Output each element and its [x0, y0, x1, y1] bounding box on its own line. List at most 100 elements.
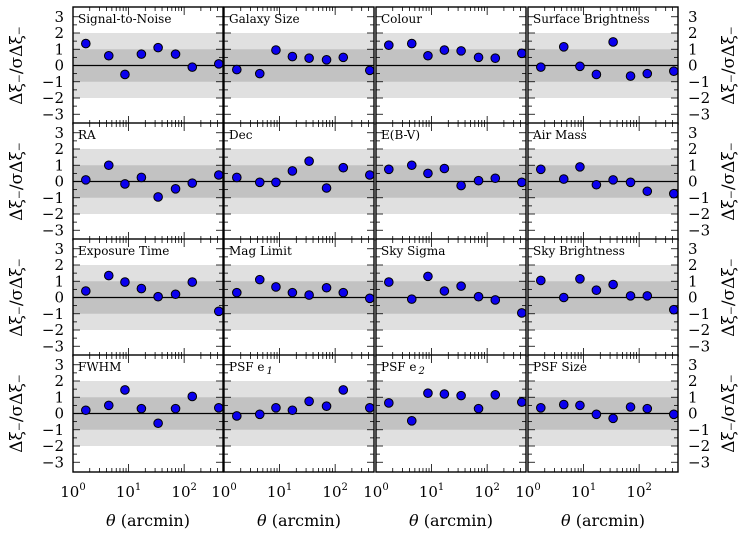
- y-tick-label: 1: [54, 388, 64, 406]
- y-tick-label: −3: [688, 221, 710, 239]
- y-tick-label: 0: [688, 289, 698, 307]
- data-point: [170, 184, 181, 194]
- data-point: [364, 293, 375, 304]
- y-tick-label: 2: [688, 372, 698, 390]
- data-point: [406, 294, 417, 304]
- data-point: [338, 287, 349, 298]
- data-point: [232, 411, 242, 421]
- data-point: [625, 71, 636, 81]
- x-tick-base: 10: [171, 483, 190, 501]
- panel-title: Surface Brightness: [533, 12, 650, 26]
- y-tick-label: 2: [688, 140, 698, 158]
- data-point: [608, 37, 618, 47]
- y-axis-label: Δξ₋/σΔξ₋: [7, 258, 27, 337]
- data-point: [364, 65, 375, 76]
- y-axis-label: Δξ₋/σΔξ₋: [719, 374, 739, 453]
- y-tick-label: 0: [688, 57, 698, 75]
- data-point: [591, 285, 602, 295]
- y-tick-label: 0: [688, 405, 698, 423]
- data-point: [536, 275, 546, 286]
- y-axis-label: Δξ₋/σΔξ₋: [7, 26, 27, 105]
- data-point: [187, 178, 198, 188]
- data-point: [473, 175, 484, 186]
- y-tick-label: 2: [54, 24, 64, 42]
- x-tick-label: 100: [515, 482, 540, 501]
- data-point: [384, 164, 394, 175]
- y-axis-label: Δξ₋/σΔξ₋: [719, 142, 739, 221]
- y-tick-label: −3: [42, 221, 64, 239]
- data-point: [439, 163, 450, 174]
- x-tick-base: 10: [571, 483, 590, 501]
- x-tick-label: 101: [267, 482, 292, 501]
- data-point: [423, 50, 433, 61]
- y-axis-label: Δξ₋/σΔξ₋: [7, 142, 27, 221]
- x-axis-unit: (arcmin): [571, 511, 645, 530]
- data-point: [81, 286, 91, 296]
- panel-frame: [527, 354, 679, 473]
- data-point: [490, 390, 501, 400]
- x-tick-exponent: 2: [191, 482, 197, 493]
- data-point: [575, 400, 585, 411]
- data-point: [321, 401, 332, 411]
- data-point: [423, 388, 433, 398]
- y-tick-label: −1: [42, 73, 64, 91]
- y-tick-label: 2: [54, 372, 64, 390]
- data-point: [625, 177, 636, 188]
- data-point: [384, 40, 394, 50]
- x-tick-exponent: 2: [342, 482, 348, 493]
- data-point: [608, 279, 618, 290]
- panel-title: PSF Size: [533, 360, 587, 374]
- y-tick-label: −2: [688, 437, 710, 455]
- y-tick-label: 0: [54, 405, 64, 423]
- data-point: [642, 68, 653, 79]
- x-tick-exponent: 0: [534, 482, 540, 493]
- y-tick-label: 3: [688, 8, 698, 26]
- data-point: [232, 287, 242, 298]
- x-axis-label: θ (arcmin): [106, 511, 190, 530]
- data-point: [668, 304, 679, 315]
- data-point: [338, 162, 349, 173]
- data-point: [364, 403, 375, 413]
- panel: Exposure Time: [72, 238, 224, 357]
- x-tick-label: 100: [60, 482, 85, 501]
- panel-frame: [72, 354, 224, 473]
- data-point: [668, 409, 679, 420]
- x-tick-label: 102: [171, 482, 196, 501]
- x-axis-symbol: θ: [106, 511, 116, 530]
- panel: RA: [72, 122, 224, 241]
- data-point: [120, 69, 130, 80]
- data-point: [575, 274, 585, 284]
- x-tick-base: 10: [515, 483, 534, 501]
- y-tick-label: −1: [42, 421, 64, 439]
- panel: Dec: [223, 122, 375, 241]
- data-point: [321, 55, 332, 65]
- x-tick-label: 100: [211, 482, 236, 501]
- data-point: [321, 282, 332, 293]
- data-point: [232, 64, 242, 75]
- data-point: [304, 290, 314, 300]
- data-point: [254, 68, 265, 79]
- data-point: [439, 389, 450, 399]
- y-tick-label: 0: [54, 57, 64, 75]
- data-point: [516, 48, 527, 59]
- data-point: [591, 179, 602, 190]
- data-point: [287, 287, 298, 298]
- panel: FWHM: [72, 354, 224, 473]
- x-axis-unit: (arcmin): [116, 511, 190, 530]
- y-tick-label: −1: [688, 73, 710, 91]
- data-point: [271, 45, 281, 55]
- y-tick-label: −1: [688, 189, 710, 207]
- data-point: [213, 170, 224, 180]
- y-tick-label: −2: [42, 321, 64, 339]
- y-tick-label: 1: [54, 156, 64, 174]
- x-tick-base: 10: [60, 483, 79, 501]
- x-tick-base: 10: [419, 483, 438, 501]
- data-point: [456, 46, 466, 56]
- y-tick-label: 2: [54, 256, 64, 274]
- x-tick-base: 10: [474, 483, 493, 501]
- x-axis-label: θ (arcmin): [257, 511, 341, 530]
- data-point: [232, 172, 242, 183]
- y-tick-label: 3: [688, 240, 698, 258]
